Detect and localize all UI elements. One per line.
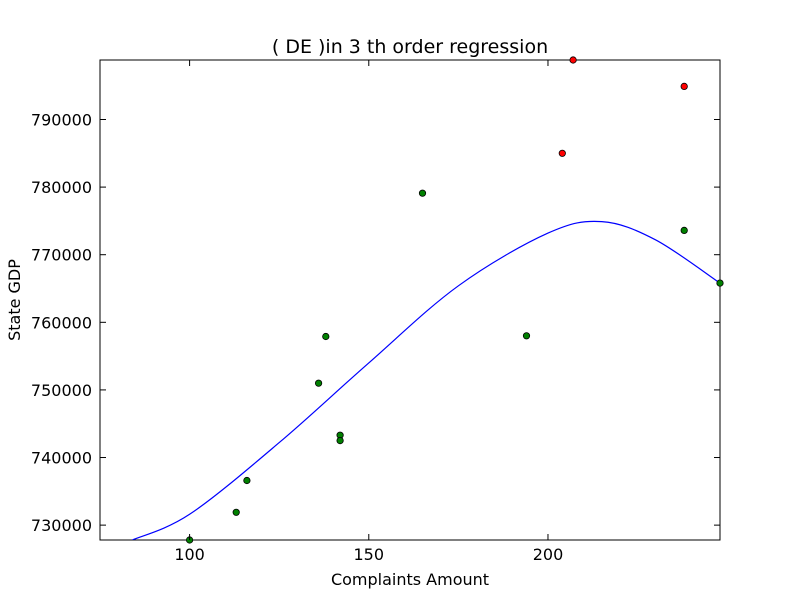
y-tick-label: 780000: [31, 178, 92, 197]
green-data-point: [322, 332, 330, 341]
green-data-point: [680, 226, 688, 234]
chart-title: ( DE )in 3 th order regression: [272, 36, 548, 58]
x-tick-label: 150: [354, 545, 385, 564]
y-tick-label: 730000: [31, 516, 92, 535]
y-tick-label: 750000: [31, 381, 92, 400]
y-axis-label: State GDP: [5, 259, 24, 341]
green-data-point: [418, 189, 427, 197]
regression-curve: [132, 220, 720, 540]
x-axis-label: Complaints Amount: [331, 570, 489, 589]
axis-ticks-layer: 100 150 200 730000 740000 750000 760000 770000 7…: [31, 60, 720, 564]
x-tick-label: 100: [174, 545, 205, 564]
plot-area: [99, 59, 721, 541]
regression-curve-layer: [132, 220, 720, 540]
y-tick-label: 760000: [31, 313, 92, 332]
y-tick-label: 790000: [31, 110, 92, 129]
green-data-point: [716, 279, 724, 287]
green-data-point: [336, 436, 344, 445]
green-data-point: [232, 508, 240, 516]
y-tick-label: 770000: [31, 246, 92, 265]
green-data-point: [522, 332, 531, 340]
green-data-point: [243, 476, 251, 485]
red-data-point: [680, 82, 688, 91]
data-points-layer: [186, 56, 724, 544]
green-data-point: [314, 379, 323, 387]
red-data-point: [569, 56, 577, 64]
x-tick-label: 200: [533, 545, 564, 564]
y-tick-label: 740000: [31, 449, 92, 468]
red-data-point: [558, 149, 566, 157]
